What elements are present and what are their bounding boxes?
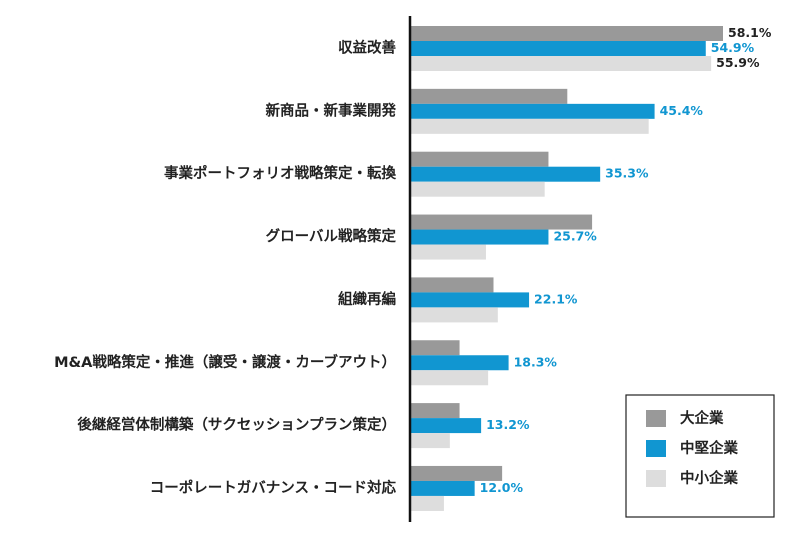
bar-1-1 [410, 103, 655, 119]
category-label-3: グローバル戦略策定 [266, 227, 397, 245]
bars-group [410, 26, 723, 511]
value-label-5-1: 18.3% [514, 354, 558, 369]
bar-4-2 [410, 307, 498, 323]
bar-1-0 [410, 88, 568, 104]
bar-2-2 [410, 181, 545, 197]
bar-0-0 [410, 26, 723, 41]
value-label-7-1: 12.0% [480, 480, 524, 495]
bar-7-0 [410, 465, 503, 481]
value-label-2-1: 35.3% [605, 166, 649, 181]
value-label-0-2: 55.9% [716, 55, 760, 70]
bar-5-2 [410, 370, 489, 386]
bar-6-0 [410, 403, 460, 419]
value-label-4-1: 22.1% [534, 291, 578, 306]
bar-1-2 [410, 118, 649, 134]
category-label-1: 新商品・新事業開発 [266, 101, 397, 119]
legend-label-2: 中小企業 [680, 469, 738, 487]
category-label-7: コーポレートガバナンス・コード対応 [150, 478, 397, 496]
legend-swatch-2 [646, 470, 666, 487]
bar-5-1 [410, 355, 509, 371]
value-label-3-1: 25.7% [553, 229, 597, 244]
value-label-1-1: 45.4% [660, 103, 704, 118]
bar-0-1 [410, 41, 706, 56]
category-labels: 収益改善新商品・新事業開発事業ポートフォリオ戦略策定・転換グローバル戦略策定組織… [54, 39, 396, 497]
bar-4-0 [410, 277, 494, 293]
category-label-4: 組織再編 [338, 290, 396, 308]
bar-7-2 [410, 495, 444, 511]
bar-0-2 [410, 56, 712, 71]
bar-2-1 [410, 166, 601, 182]
bar-3-1 [410, 229, 549, 245]
value-label-6-1: 13.2% [486, 417, 530, 432]
bar-2-0 [410, 151, 549, 167]
bar-7-1 [410, 480, 475, 496]
value-labels: 58.1%54.9%55.9% 45.4% 35.3% 25.7% 22.1% 18.3%… [480, 25, 772, 495]
value-label-0-1: 54.9% [711, 40, 755, 55]
legend-label-1: 中堅企業 [680, 439, 738, 457]
category-label-0: 収益改善 [338, 39, 396, 57]
bar-6-2 [410, 433, 450, 449]
legend-swatch-1 [646, 440, 666, 457]
category-label-6: 後継経営体制構築（サクセッションプラン策定） [77, 416, 396, 434]
bar-6-1 [410, 418, 482, 434]
bar-3-0 [410, 214, 593, 230]
bar-5-0 [410, 340, 460, 356]
bar-3-2 [410, 244, 486, 260]
legend-swatch-0 [646, 410, 666, 427]
legend-label-0: 大企業 [680, 409, 724, 427]
bar-4-1 [410, 292, 530, 308]
category-label-5: M&A戦略策定・推進（譲受・譲渡・カーブアウト） [54, 353, 396, 371]
category-label-2: 事業ポートフォリオ戦略策定・転換 [164, 164, 396, 182]
value-label-0-0: 58.1% [728, 25, 772, 40]
